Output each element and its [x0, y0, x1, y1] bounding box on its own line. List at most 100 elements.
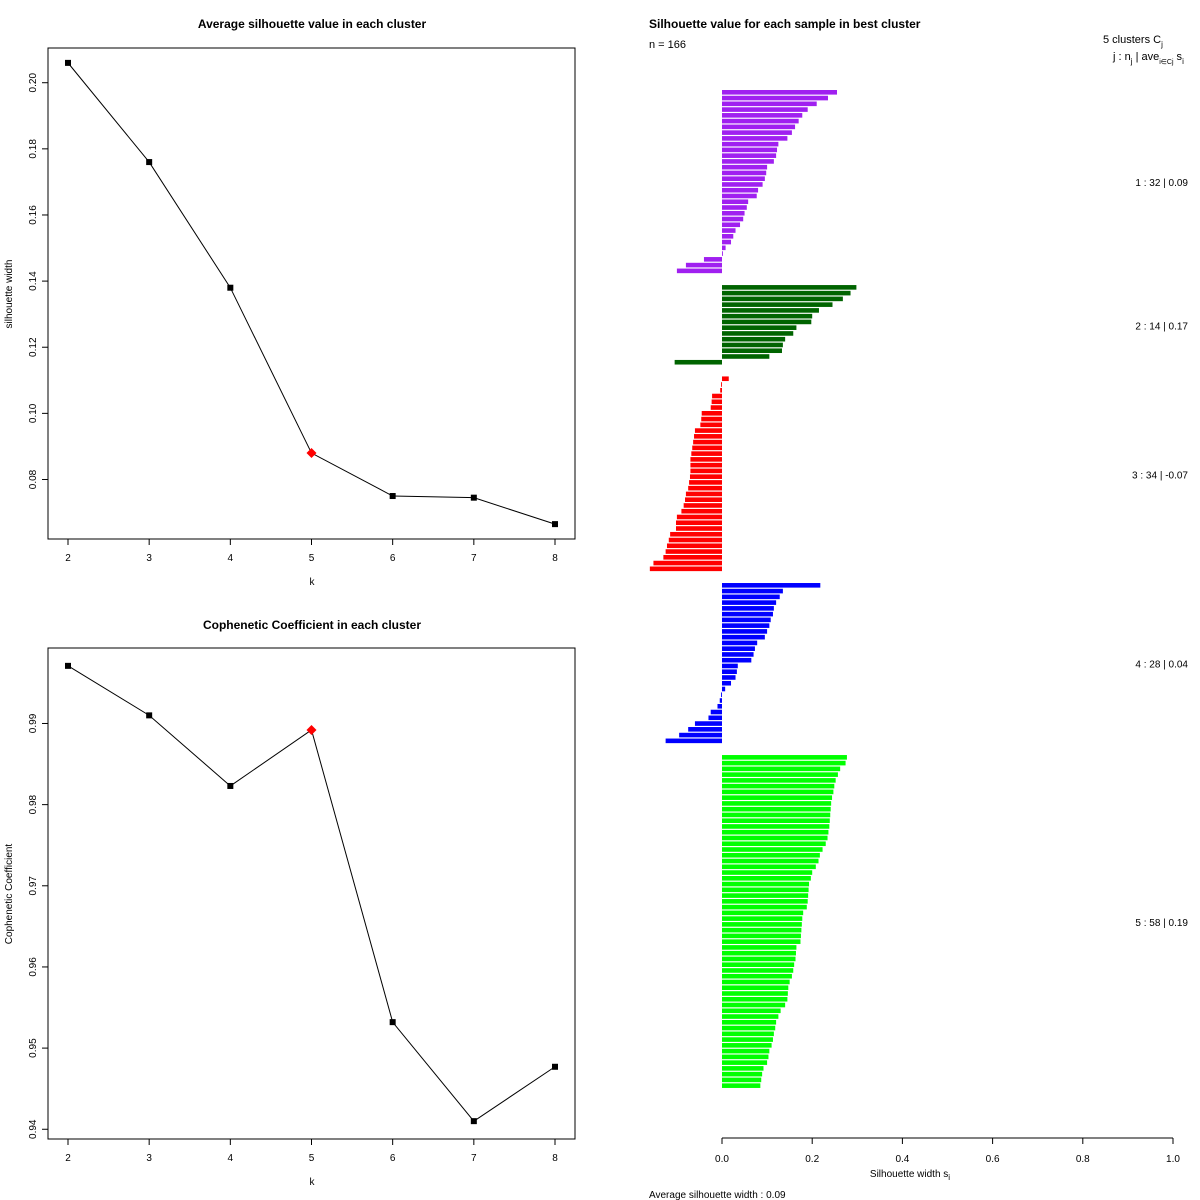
- silhouette-bar: [722, 617, 771, 623]
- silhouette-bar: [675, 526, 722, 531]
- silhouette-bar: [722, 829, 829, 835]
- x-tick-label: 5: [309, 553, 315, 564]
- silhouette-bar: [722, 663, 738, 669]
- silhouette-bar: [722, 234, 734, 239]
- x-tick-label: 6: [390, 1153, 396, 1164]
- silhouette-bar: [722, 1043, 772, 1048]
- cluster-label: 4 : 28 | 0.04: [1135, 660, 1188, 671]
- silhouette-bar: [722, 331, 794, 336]
- silhouette-bar: [722, 806, 831, 812]
- silhouette-bar: [722, 945, 797, 950]
- silhouette-bar: [722, 199, 749, 205]
- cluster-label: 5 : 58 | 0.19: [1135, 918, 1188, 929]
- data-point: [227, 782, 234, 789]
- silhouette-bar: [722, 313, 813, 319]
- chart3-n-label: n = 166: [649, 39, 686, 51]
- silhouette-bar: [722, 789, 834, 795]
- silhouette-bar: [722, 852, 820, 858]
- silhouette-bar: [722, 354, 770, 359]
- y-tick-label: 0.08: [28, 469, 39, 489]
- silhouette-bar: [676, 514, 722, 520]
- silhouette-bar: [722, 348, 782, 354]
- y-tick-label: 0.96: [28, 957, 39, 977]
- x-tick-label: 1.0: [1166, 1154, 1180, 1165]
- silhouette-bar: [722, 847, 823, 852]
- x-tick-label: 6: [390, 553, 396, 564]
- x-tick-label: 7: [471, 553, 477, 564]
- silhouette-bar: [722, 795, 833, 800]
- silhouette-bar: [722, 801, 832, 806]
- silhouette-bar: [722, 113, 803, 118]
- silhouette-bar: [722, 996, 788, 1002]
- silhouette-bar: [722, 1037, 773, 1042]
- silhouette-bar: [722, 956, 796, 962]
- silhouette-bar: [681, 508, 722, 514]
- silhouette-bar: [722, 835, 828, 841]
- silhouette-bar: [694, 434, 722, 439]
- chart2-series: [65, 662, 558, 1125]
- silhouette-bar: [722, 611, 773, 617]
- silhouette-bar: [722, 1025, 776, 1031]
- silhouette-bar: [701, 416, 722, 422]
- silhouette-bar: [722, 159, 774, 164]
- silhouette-bar: [675, 520, 722, 526]
- silhouette-bar: [689, 480, 722, 485]
- silhouette-bar: [722, 1014, 779, 1019]
- silhouette-bar: [722, 812, 831, 818]
- silhouette-bar: [722, 1071, 763, 1077]
- x-tick-label: 7: [471, 1153, 477, 1164]
- silhouette-bar: [722, 1020, 777, 1025]
- silhouette-bar: [722, 187, 759, 193]
- data-point: [470, 494, 477, 501]
- silhouette-bar: [653, 560, 722, 566]
- silhouette-bar: [710, 405, 722, 410]
- silhouette-bar: [722, 193, 757, 199]
- silhouette-bar: [722, 319, 812, 325]
- silhouette-bar: [722, 864, 816, 870]
- silhouette-bar: [689, 474, 722, 479]
- silhouette-bar: [649, 566, 722, 572]
- silhouette-bar: [722, 991, 788, 996]
- silhouette-bar: [692, 445, 722, 451]
- data-point: [389, 493, 396, 500]
- silhouette-bar: [722, 141, 779, 147]
- data-point: [552, 521, 558, 528]
- silhouette-bar: [670, 531, 722, 537]
- silhouette-bar: [722, 1031, 774, 1037]
- silhouette-bar: [690, 457, 722, 462]
- silhouette-bar: [719, 698, 722, 703]
- silhouette-bar: [722, 973, 792, 979]
- x-tick-label: 8: [552, 1153, 558, 1164]
- x-tick-label: 8: [552, 553, 558, 564]
- x-tick-label: 0.8: [1076, 1154, 1090, 1165]
- silhouette-bar: [722, 245, 726, 251]
- y-tick-label: 0.98: [28, 794, 39, 814]
- silhouette-bar: [722, 933, 801, 939]
- data-point: [389, 1019, 396, 1026]
- y-tick-label: 0.97: [28, 876, 39, 896]
- silhouette-bar: [722, 686, 726, 692]
- silhouette-bar: [722, 90, 838, 95]
- silhouette-bar: [722, 594, 780, 600]
- silhouette-bar: [674, 359, 722, 365]
- silhouette-bar: [722, 968, 794, 973]
- silhouette-bar: [722, 629, 768, 634]
- silhouette-bar: [722, 755, 847, 760]
- silhouette-bar: [683, 503, 722, 508]
- silhouette-bar: [722, 101, 817, 107]
- chart2-y-axis: 0.94 0.95 0.96 0.97 0.98 0.99: [28, 713, 48, 1139]
- silhouette-bar: [694, 721, 722, 726]
- silhouette-bar: [685, 262, 722, 268]
- silhouette-bar: [722, 640, 758, 646]
- silhouette-bar: [694, 428, 722, 433]
- silhouette-bar: [676, 268, 722, 274]
- silhouette-bar: [722, 893, 809, 898]
- silhouette-bar: [722, 962, 795, 967]
- silhouette-bar: [722, 669, 737, 675]
- y-tick-label: 0.95: [28, 1038, 39, 1058]
- chart3-footer: Average silhouette width : 0.09: [649, 1190, 786, 1200]
- y-tick-label: 0.20: [28, 73, 39, 93]
- silhouette-bar: [722, 107, 808, 112]
- silhouette-bar: [668, 537, 722, 543]
